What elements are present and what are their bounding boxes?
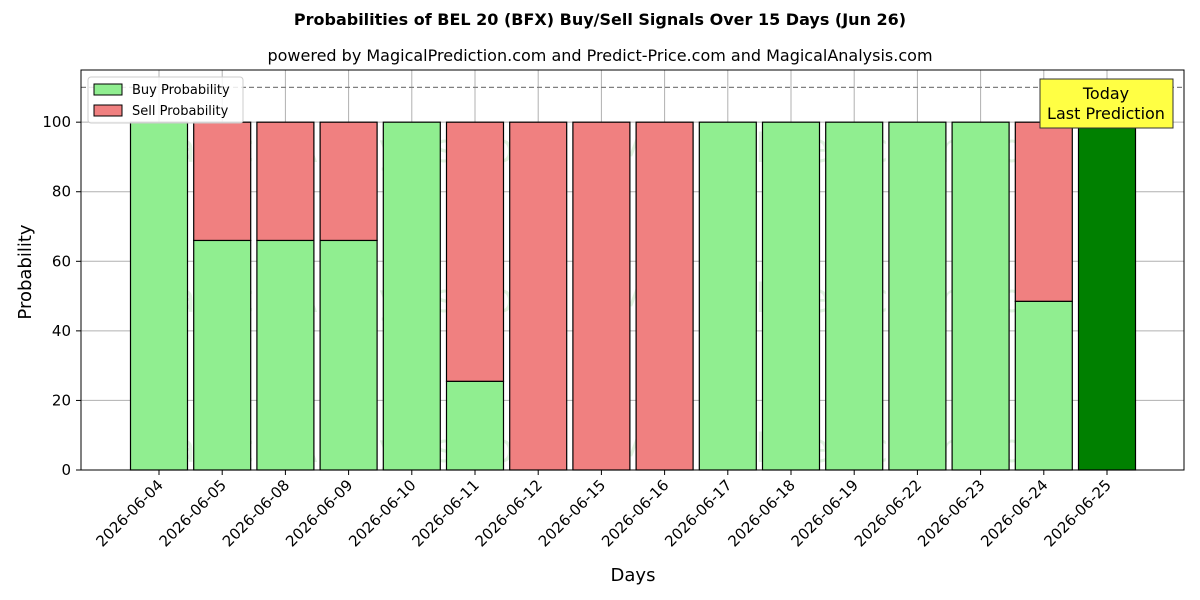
x-tick-label: 2026-06-19 [788,476,862,550]
bars-layer [129,121,1137,471]
bar-buy [698,121,757,471]
legend-label: Sell Probability [132,104,229,119]
x-axis-label: Days [611,565,656,586]
annotation-text: Today [1082,84,1129,103]
bar-buy [761,121,821,471]
bar-buy [256,239,315,471]
x-tick-label: 2026-06-08 [219,476,293,550]
y-tick-label: 80 [52,183,71,201]
legend-swatch [93,104,123,117]
x-tick-label: 2026-06-15 [535,476,609,550]
x-tick-label: 2026-06-16 [598,476,672,550]
y-tick-label: 20 [52,391,71,409]
x-tick-label: 2026-06-18 [724,476,798,550]
y-tick-label: 60 [52,252,71,270]
bar-buy [129,121,189,471]
bar-sell [635,121,694,471]
bar-sell [256,121,315,242]
bar-buy [193,239,252,471]
x-tick-label: 2026-06-23 [914,476,988,550]
legend-swatch [93,83,123,96]
x-tick-label: 2026-06-11 [408,476,482,550]
y-tick-label: 0 [61,461,71,479]
legend-box [87,76,244,124]
bar-buy [445,380,505,471]
x-tick-label: 2026-06-22 [851,476,925,550]
bar-sell [572,121,631,471]
bar-sell [1014,121,1073,302]
legend-label: Buy Probability [132,83,230,98]
x-tick-label: 2026-06-12 [472,476,546,550]
x-tick-label: 2026-06-24 [977,476,1051,550]
bar-buy [382,121,441,471]
x-tick-label: 2026-06-10 [345,476,419,550]
bar-buy [1014,300,1073,471]
bar-buy [319,239,378,471]
chart-title: Probabilities of BEL 20 (BFX) Buy/Sell S… [293,10,907,29]
y-axis-label: Probability [15,224,36,319]
y-tick-label: 40 [52,322,71,340]
chart-subtitle: powered by MagicalPrediction.com and Pre… [267,46,933,65]
x-tick-label: 2026-06-05 [156,476,230,550]
x-tick-label: 2026-06-04 [92,476,166,550]
x-tick-label: 2026-06-09 [282,476,356,550]
bar-sell [445,121,505,382]
legend: Buy Probability Sell Probability [87,76,244,124]
bar-buy [1077,121,1137,471]
bar-buy [951,121,1010,471]
bar-buy [825,121,884,471]
bar-sell [193,121,252,242]
x-tick-label: 2026-06-25 [1040,476,1114,550]
bar-sell [509,121,568,471]
annotation-text: Last Prediction [1047,104,1165,123]
x-tick-label: 2026-06-17 [661,476,735,550]
annotation-box [1039,78,1174,129]
plot-frame [80,69,1185,471]
bar-buy [888,121,947,471]
bar-sell [319,121,378,242]
y-tick-label: 100 [42,113,71,131]
